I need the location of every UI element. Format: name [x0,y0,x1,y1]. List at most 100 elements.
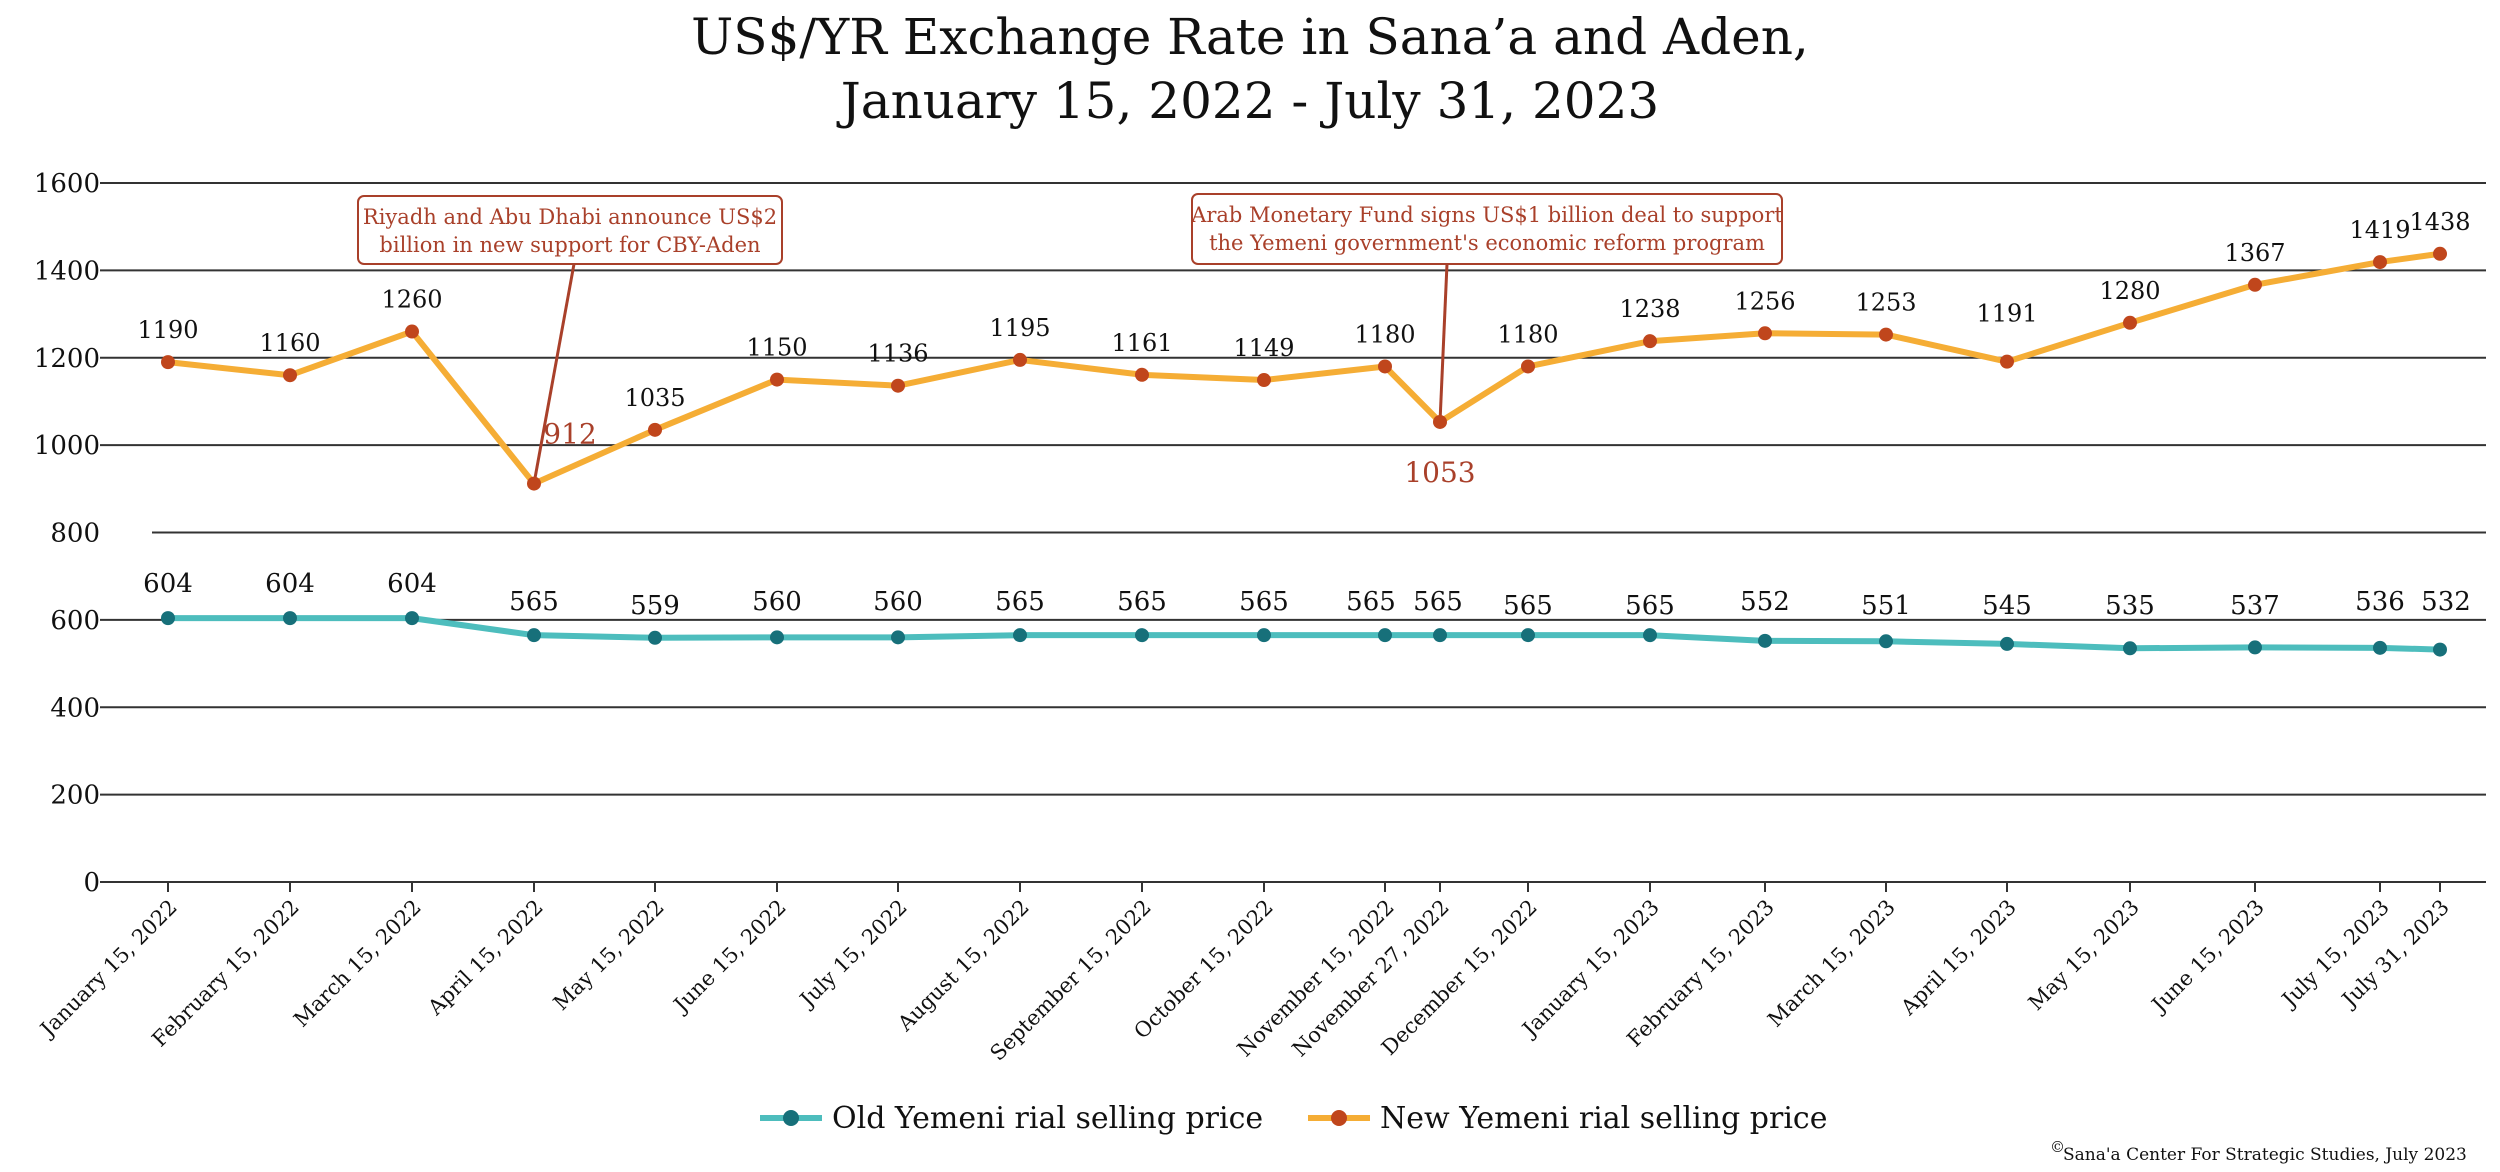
legend-marker [783,1110,799,1126]
annotation-text: the Yemeni government's economic reform … [1209,231,1765,255]
source-credit: ©Sana'a Center For Strategic Studies, Ju… [2050,1138,2467,1165]
data-point-old-rial [1643,628,1657,643]
data-label-new-rial: 1035 [624,384,685,412]
data-point-new-rial [405,324,419,339]
data-point-new-rial [2373,255,2387,270]
annotation-text: billion in new support for CBY-Aden [379,233,760,257]
annotation-text: Arab Monetary Fund signs US$1 billion de… [1190,203,1783,227]
data-label-new-rial: 1190 [137,316,198,344]
data-point-new-rial [283,368,297,383]
data-label-new-rial: 1256 [1734,287,1795,315]
x-tick-label: April 15, 2023 [1896,895,2021,1020]
x-tick-label: July 15, 2022 [794,895,912,1013]
legend-label: New Yemeni rial selling price [1380,1101,1827,1136]
data-point-new-rial [1758,326,1772,341]
y-tick-label-1000: 1000 [34,431,100,461]
data-label-old-rial: 565 [1625,591,1675,621]
data-label-old-rial: 565 [1117,587,1167,617]
data-label-new-rial: 1367 [2224,239,2285,267]
data-point-new-rial [1378,359,1392,374]
annotation-leader-line [1438,263,1449,423]
data-label-new-rial-annotated: 912 [543,418,596,451]
data-point-new-rial [1013,352,1027,367]
data-label-old-rial: 535 [2105,591,2155,621]
y-tick-label-400: 400 [50,693,100,723]
data-point-old-rial [2373,640,2387,655]
data-point-new-rial [770,372,784,387]
data-point-new-rial [891,378,905,393]
data-point-new-rial [1433,414,1447,429]
data-point-new-rial [1521,359,1535,374]
data-label-old-rial: 551 [1861,591,1911,621]
data-point-old-rial [1135,628,1149,643]
data-label-old-rial: 560 [873,587,923,617]
x-tick-label: August 15, 2022 [892,895,1033,1036]
y-tick-label-1600: 1600 [34,169,100,199]
y-tick-label-0: 0 [83,868,100,898]
data-label-old-rial: 565 [995,587,1045,617]
data-point-old-rial [527,628,541,643]
data-label-old-rial: 604 [265,569,315,599]
data-point-old-rial [1378,628,1392,643]
data-point-old-rial [1758,633,1772,648]
data-label-old-rial: 560 [752,587,802,617]
data-label-new-rial: 1191 [1976,300,2037,328]
y-tick-label-1200: 1200 [34,344,100,374]
data-label-new-rial: 1253 [1855,289,1916,317]
data-label-new-rial: 1180 [1497,320,1558,348]
x-tick-label: May 15, 2023 [2024,895,2144,1015]
data-label-new-rial: 1136 [867,340,928,368]
data-point-new-rial [2123,315,2137,330]
data-label-new-rial: 1238 [1619,295,1680,323]
data-point-old-rial [161,611,175,626]
annotation-text: Riyadh and Abu Dhabi announce US$2 [363,205,777,229]
data-label-old-rial: 559 [630,591,680,621]
data-label-new-rial: 1180 [1354,320,1415,348]
data-label-new-rial-annotated: 1053 [1404,456,1475,489]
data-label-old-rial: 552 [1740,587,1790,617]
credit-text: Sana'a Center For Strategic Studies, Jul… [2063,1145,2467,1165]
annotation-box [1191,193,1783,265]
y-tick-label-600: 600 [50,606,100,636]
data-label-new-rial: 1149 [1233,334,1294,362]
data-label-new-rial: 1150 [746,334,807,362]
chart-title-line-2: January 15, 2022 - July 31, 2023 [840,72,1660,130]
data-point-old-rial [891,630,905,645]
chart-title-line-1: US$/YR Exchange Rate in Sana’a and Aden, [691,8,1809,66]
data-point-old-rial [2433,642,2447,657]
data-point-old-rial [2000,636,2014,651]
data-point-old-rial [283,611,297,626]
data-label-new-rial: 1161 [1111,329,1172,357]
data-point-new-rial [161,355,175,370]
data-label-old-rial: 565 [1346,587,1396,617]
y-tick-label-200: 200 [50,781,100,811]
data-label-new-rial: 1419 [2349,216,2410,244]
data-point-old-rial [1257,628,1271,643]
data-point-old-rial [1521,628,1535,643]
y-tick-label-1400: 1400 [34,256,100,286]
data-label-old-rial: 565 [1413,587,1463,617]
x-tick-label: June 15, 2022 [668,895,791,1018]
data-point-new-rial [1879,327,1893,342]
data-point-old-rial [2248,640,2262,655]
data-label-old-rial: 604 [387,569,437,599]
data-point-new-rial [1643,334,1657,349]
annotation-leader-line [532,263,576,484]
data-label-new-rial: 1280 [2099,277,2160,305]
x-tick-label: January 15, 2022 [34,895,182,1043]
data-label-new-rial: 1438 [2409,208,2470,236]
data-point-old-rial [648,630,662,645]
x-tick-label: April 15, 2022 [423,895,548,1020]
chart-legend: Old Yemeni rial selling price New Yemeni … [760,1101,1827,1136]
y-tick-label-800: 800 [50,519,100,549]
data-point-old-rial [405,611,419,626]
data-label-old-rial: 565 [1239,587,1289,617]
data-point-old-rial [770,630,784,645]
data-point-old-rial [1879,634,1893,649]
x-tick-label: March 15, 2022 [289,895,426,1032]
x-tick-label: March 15, 2023 [1763,895,1900,1032]
copyright-icon: © [2050,1138,2065,1156]
data-label-new-rial: 1195 [989,314,1050,342]
